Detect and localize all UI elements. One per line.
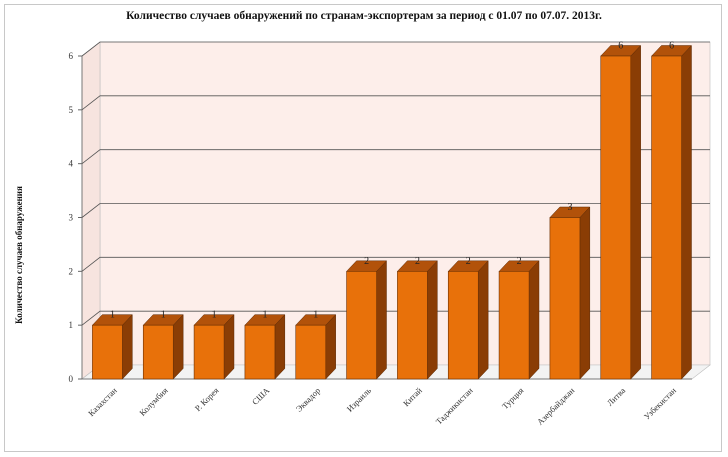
bar-value-label: 1 bbox=[110, 310, 115, 321]
category-label: Азербайджан bbox=[535, 385, 577, 427]
bar-value-label: 3 bbox=[567, 202, 572, 213]
category-label: Колумбия bbox=[137, 385, 170, 418]
bar-side bbox=[122, 314, 133, 380]
category-label: Турция bbox=[500, 385, 526, 411]
grid-line bbox=[81, 149, 710, 164]
y-axis-ticks: 0 1 2 3 4 5 6 bbox=[69, 51, 82, 384]
grid-line bbox=[81, 203, 710, 218]
category-label: США bbox=[250, 385, 272, 407]
grid-line bbox=[81, 41, 710, 57]
category-label: Эквадор bbox=[294, 385, 322, 413]
category-label: Таджикистан bbox=[434, 385, 475, 426]
category-label: Литва bbox=[605, 385, 628, 408]
bar-value-label: 2 bbox=[517, 256, 522, 267]
bar: 6 bbox=[651, 41, 693, 380]
category-label: Китай bbox=[401, 385, 424, 408]
y-tick-label: 2 bbox=[69, 266, 74, 276]
bar-value-label: 1 bbox=[262, 310, 267, 321]
bar-front bbox=[142, 324, 174, 380]
bar: 1 bbox=[295, 310, 337, 380]
chart-title: Количество случаев обнаружений по страна… bbox=[126, 10, 602, 22]
bar: 1 bbox=[244, 310, 286, 380]
bar: 1 bbox=[91, 310, 133, 380]
bar: 2 bbox=[498, 256, 540, 380]
y-tick-label: 1 bbox=[69, 320, 74, 330]
bar-side bbox=[325, 314, 336, 380]
bar: 3 bbox=[549, 202, 591, 380]
bar-side bbox=[478, 260, 489, 380]
bar-front bbox=[651, 55, 682, 380]
bar-front bbox=[295, 324, 327, 380]
bar: 6 bbox=[600, 41, 642, 380]
bar-side bbox=[427, 260, 438, 380]
y-tick-label: 4 bbox=[69, 159, 74, 169]
bar-front bbox=[244, 324, 276, 380]
bar-front bbox=[498, 271, 530, 380]
bar-front bbox=[447, 271, 479, 380]
category-label: Узбекистан bbox=[642, 385, 679, 422]
bar: 2 bbox=[396, 256, 438, 380]
bar-side bbox=[579, 206, 591, 380]
category-label: Израиль bbox=[345, 385, 374, 414]
bar: 1 bbox=[193, 310, 235, 380]
bar-side bbox=[681, 44, 692, 380]
bar: 2 bbox=[447, 256, 489, 380]
bar-front bbox=[193, 324, 225, 380]
bar-front bbox=[92, 324, 123, 380]
y-tick-label: 3 bbox=[69, 213, 74, 223]
bar-side bbox=[630, 44, 641, 380]
category-labels: Казахстан Колумбия Р. Корея США Эквадор Израи… bbox=[86, 385, 678, 427]
grid-lines bbox=[81, 41, 710, 326]
y-tick-label: 6 bbox=[69, 51, 74, 61]
y-tick-label: 0 bbox=[69, 374, 74, 384]
bars: 1 1 1 1 1 2 2 2 2 3 6 6 bbox=[91, 41, 693, 380]
category-label: Р. Корея bbox=[193, 385, 221, 413]
bar-front bbox=[549, 217, 581, 380]
category-label: Казахстан bbox=[86, 385, 119, 418]
bar-value-label: 6 bbox=[618, 41, 623, 52]
bar-side bbox=[528, 260, 540, 380]
bar-front bbox=[600, 55, 632, 380]
grid-line bbox=[81, 95, 710, 111]
bar-value-label: 2 bbox=[466, 256, 471, 267]
bar-side bbox=[173, 314, 184, 380]
bar: 2 bbox=[346, 256, 388, 380]
bar-value-label: 1 bbox=[313, 310, 318, 321]
bar-side bbox=[223, 314, 235, 380]
bar-value-label: 1 bbox=[161, 310, 166, 321]
bar-value-label: 1 bbox=[212, 310, 217, 321]
y-tick-label: 5 bbox=[69, 105, 74, 115]
grid-line bbox=[81, 256, 710, 272]
bar-side bbox=[274, 314, 286, 380]
bar-value-label: 6 bbox=[669, 41, 674, 52]
bar-front bbox=[397, 271, 428, 380]
bar: 1 bbox=[142, 310, 184, 380]
bar-value-label: 2 bbox=[415, 256, 420, 267]
bar-front bbox=[346, 271, 377, 380]
bar-side bbox=[376, 260, 387, 380]
bar-value-label: 2 bbox=[364, 256, 369, 267]
